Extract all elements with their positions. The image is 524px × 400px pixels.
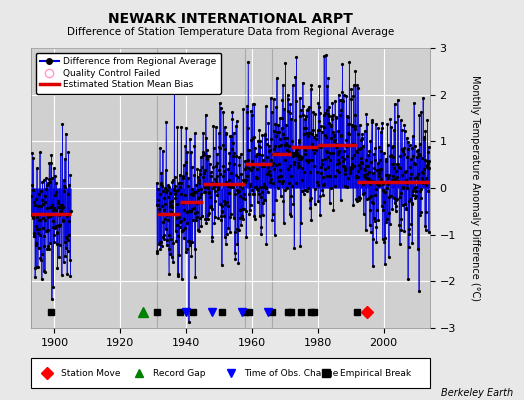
Text: Difference of Station Temperature Data from Regional Average: Difference of Station Temperature Data f… — [67, 27, 394, 37]
Text: Empirical Break: Empirical Break — [340, 368, 411, 378]
Text: Station Move: Station Move — [61, 368, 121, 378]
Text: Record Gap: Record Gap — [153, 368, 205, 378]
Text: Time of Obs. Change: Time of Obs. Change — [245, 368, 339, 378]
Text: NEWARK INTERNATIONAL ARPT: NEWARK INTERNATIONAL ARPT — [108, 12, 353, 26]
FancyBboxPatch shape — [31, 358, 430, 388]
Y-axis label: Monthly Temperature Anomaly Difference (°C): Monthly Temperature Anomaly Difference (… — [470, 75, 480, 301]
Text: Berkeley Earth: Berkeley Earth — [441, 388, 514, 398]
Legend: Difference from Regional Average, Quality Control Failed, Estimated Station Mean: Difference from Regional Average, Qualit… — [36, 52, 221, 94]
